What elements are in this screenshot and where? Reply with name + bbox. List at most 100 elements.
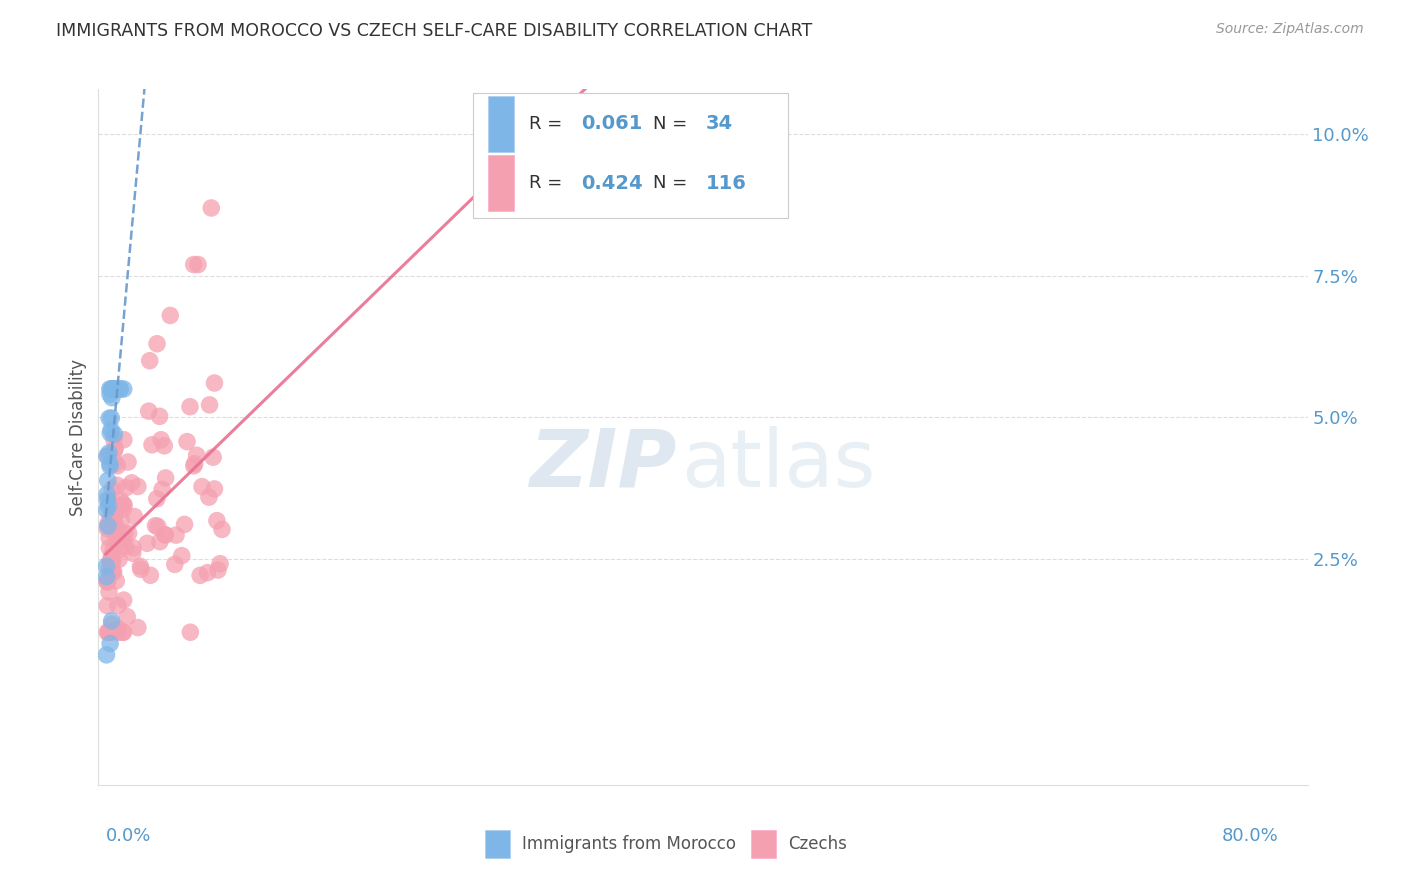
Point: [96, 487, 118, 501]
Point: [105, 533, 128, 547]
Point: [98, 493, 121, 508]
Point: [176, 434, 198, 449]
Point: [108, 552, 131, 566]
Point: [155, 528, 177, 542]
Point: [107, 524, 129, 538]
Text: 34: 34: [706, 114, 733, 134]
Text: Czechs: Czechs: [787, 835, 846, 853]
Point: [98, 425, 121, 440]
Point: [105, 574, 128, 588]
Point: [165, 528, 187, 542]
Point: [107, 622, 129, 636]
Point: [98, 387, 121, 401]
Point: [96, 574, 118, 589]
Point: [96, 625, 118, 640]
Point: [100, 509, 122, 524]
Point: [103, 433, 125, 447]
Point: [100, 555, 122, 569]
Point: [150, 483, 173, 497]
Point: [112, 497, 135, 511]
Point: [112, 532, 135, 546]
Point: [105, 623, 128, 637]
Point: [97, 499, 120, 513]
Point: [198, 490, 221, 504]
Point: [107, 458, 129, 473]
Point: [101, 565, 124, 579]
Point: [98, 625, 121, 640]
FancyBboxPatch shape: [485, 830, 509, 858]
Point: [127, 479, 149, 493]
Point: [110, 382, 132, 396]
Point: [103, 382, 125, 396]
Point: [127, 621, 149, 635]
Point: [100, 614, 122, 628]
Point: [103, 444, 125, 458]
Text: N =: N =: [654, 174, 693, 192]
Point: [146, 519, 169, 533]
Text: R =: R =: [529, 115, 568, 133]
Point: [100, 423, 122, 437]
Point: [112, 502, 135, 516]
Point: [145, 518, 167, 533]
Point: [103, 508, 125, 523]
Point: [197, 566, 219, 580]
Point: [129, 559, 152, 574]
Point: [97, 585, 120, 599]
Point: [111, 625, 134, 640]
Point: [100, 411, 122, 425]
Point: [107, 599, 129, 613]
Text: 0.0%: 0.0%: [105, 827, 150, 845]
Text: IMMIGRANTS FROM MOROCCO VS CZECH SELF-CARE DISABILITY CORRELATION CHART: IMMIGRANTS FROM MOROCCO VS CZECH SELF-CA…: [56, 22, 813, 40]
Point: [98, 636, 121, 650]
Point: [179, 625, 201, 640]
Point: [129, 562, 152, 576]
Text: 0.061: 0.061: [581, 114, 643, 134]
Point: [96, 503, 118, 517]
Point: [112, 433, 135, 447]
Point: [97, 519, 120, 533]
Point: [105, 478, 128, 492]
Point: [117, 455, 139, 469]
Point: [117, 526, 139, 541]
Point: [187, 258, 209, 272]
Point: [114, 526, 136, 541]
Point: [141, 438, 163, 452]
Point: [112, 593, 135, 607]
Point: [104, 382, 127, 396]
Point: [149, 534, 172, 549]
Text: 0.424: 0.424: [581, 174, 643, 193]
Point: [103, 382, 125, 396]
Point: [96, 570, 118, 584]
Point: [96, 449, 118, 463]
FancyBboxPatch shape: [751, 830, 776, 858]
Point: [183, 258, 205, 272]
Point: [153, 439, 176, 453]
Point: [173, 517, 195, 532]
Point: [107, 625, 129, 640]
Point: [96, 522, 118, 536]
Point: [112, 382, 135, 396]
Point: [98, 457, 121, 471]
Point: [101, 382, 124, 396]
Point: [104, 442, 127, 456]
Point: [98, 411, 121, 425]
Point: [104, 457, 127, 471]
Point: [101, 565, 124, 579]
Point: [198, 398, 221, 412]
Point: [101, 382, 124, 396]
Text: atlas: atlas: [682, 425, 876, 504]
Text: R =: R =: [529, 174, 568, 192]
Point: [96, 599, 118, 613]
Point: [103, 505, 125, 519]
Point: [97, 450, 120, 464]
Point: [98, 625, 121, 640]
Point: [207, 563, 229, 577]
Point: [96, 648, 118, 662]
Point: [98, 560, 121, 574]
Point: [104, 518, 127, 533]
FancyBboxPatch shape: [488, 96, 515, 152]
Point: [138, 353, 160, 368]
Point: [150, 433, 173, 447]
Point: [100, 549, 122, 564]
Point: [122, 541, 145, 555]
